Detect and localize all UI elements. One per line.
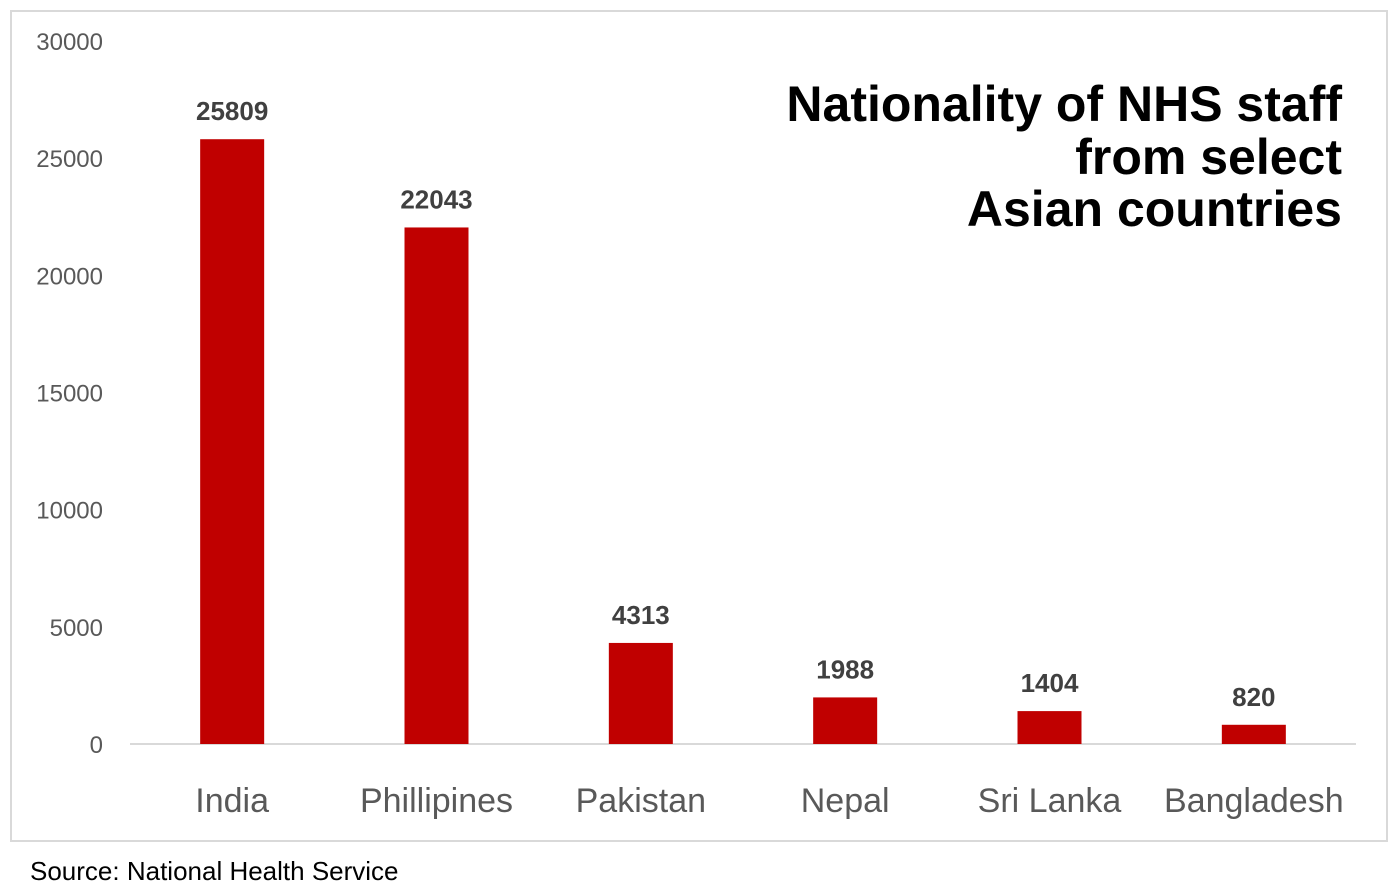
- category-label: Pakistan: [576, 782, 706, 820]
- y-tick-label: 20000: [36, 263, 103, 290]
- bar: [608, 642, 673, 744]
- bar-value-label: 820: [1232, 682, 1275, 712]
- category-label: India: [195, 782, 269, 820]
- bar-value-label: 4313: [612, 600, 670, 630]
- y-tick-label: 30000: [36, 29, 103, 56]
- bar: [1017, 711, 1082, 744]
- bar: [813, 697, 878, 744]
- bar-value-label: 1988: [816, 654, 874, 684]
- category-labels-group: India Phillipines Pakistan Nepal Sri Lanka Ba…: [195, 782, 1343, 820]
- bar-value-label: 1404: [1021, 668, 1079, 698]
- chart-title-line-1: Nationality of NHS staff: [786, 76, 1342, 132]
- chart-title: Nationality of NHS staff from select Asi…: [582, 78, 1342, 236]
- y-tick-label: 5000: [50, 615, 103, 642]
- y-axis-ticks: 0 5000 10000 15000 20000 25000 30000: [36, 29, 103, 759]
- category-label: Phillipines: [360, 782, 513, 820]
- chart-title-line-3: Asian countries: [966, 181, 1342, 237]
- chart-title-line-2: from select: [1075, 128, 1342, 185]
- y-tick-label: 15000: [36, 381, 103, 408]
- category-label: Nepal: [801, 782, 890, 820]
- bar: [404, 227, 469, 744]
- category-label: Bangladesh: [1164, 782, 1344, 820]
- bar: [1221, 724, 1286, 744]
- y-tick-label: 25000: [36, 146, 103, 173]
- y-tick-label: 10000: [36, 498, 103, 525]
- source-note: Source: National Health Service: [30, 856, 399, 886]
- bar: [200, 139, 265, 744]
- data-labels-group: 25809 22043 4313 1988 1404 820: [196, 96, 1276, 712]
- bar-value-label: 25809: [196, 96, 268, 126]
- category-label: Sri Lanka: [978, 782, 1122, 820]
- bars-group: [200, 139, 1286, 744]
- bar-value-label: 22043: [400, 184, 472, 214]
- y-tick-label: 0: [90, 732, 103, 759]
